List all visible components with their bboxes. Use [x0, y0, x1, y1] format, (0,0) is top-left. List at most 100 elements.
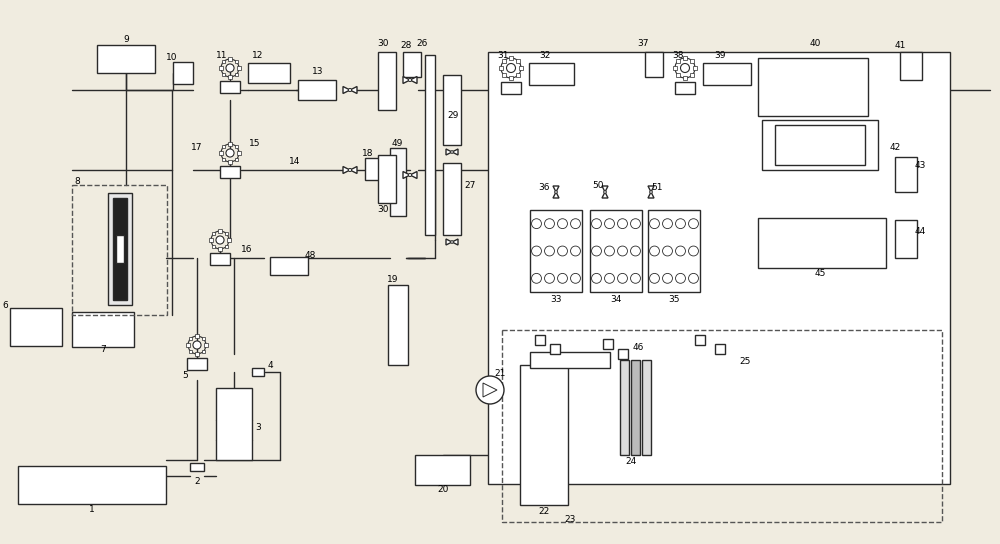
Bar — [220, 81, 240, 93]
Polygon shape — [350, 86, 357, 94]
Text: 49: 49 — [391, 139, 403, 147]
Bar — [535, 335, 545, 345]
Text: 26: 26 — [416, 40, 428, 48]
Polygon shape — [553, 192, 559, 198]
Polygon shape — [343, 86, 350, 94]
Bar — [220, 166, 240, 178]
Bar — [195, 335, 199, 338]
Bar — [113, 198, 127, 300]
Circle shape — [507, 64, 516, 72]
Bar — [631, 360, 640, 455]
Bar — [683, 76, 687, 80]
Text: 30: 30 — [377, 206, 389, 214]
Text: 6: 6 — [2, 300, 8, 310]
Bar — [443, 163, 461, 235]
Bar — [218, 230, 222, 233]
Bar — [703, 63, 751, 85]
Bar — [225, 232, 228, 235]
Text: 48: 48 — [304, 250, 316, 259]
Bar — [219, 66, 223, 70]
Bar — [509, 56, 513, 60]
Bar — [248, 63, 290, 83]
Circle shape — [555, 191, 557, 193]
Bar — [222, 145, 225, 148]
Circle shape — [558, 219, 567, 228]
Bar — [443, 75, 461, 145]
Circle shape — [663, 219, 672, 228]
Circle shape — [545, 219, 554, 228]
Text: 9: 9 — [123, 34, 129, 44]
Bar — [529, 63, 574, 85]
Text: 12: 12 — [252, 51, 264, 59]
Bar — [762, 120, 878, 170]
Circle shape — [532, 246, 541, 256]
Circle shape — [605, 219, 614, 228]
Bar — [235, 60, 238, 63]
Bar — [202, 337, 205, 340]
Bar — [550, 344, 560, 354]
Bar — [502, 330, 942, 522]
Text: 34: 34 — [610, 295, 622, 305]
Polygon shape — [648, 186, 654, 192]
Bar — [530, 210, 582, 292]
Bar — [219, 151, 223, 154]
Bar — [365, 158, 381, 180]
Bar — [683, 56, 687, 60]
Text: 10: 10 — [166, 53, 178, 61]
Circle shape — [558, 246, 567, 256]
Circle shape — [592, 219, 601, 228]
Bar — [516, 73, 520, 77]
Text: 17: 17 — [191, 144, 203, 152]
Circle shape — [545, 246, 554, 256]
Circle shape — [676, 219, 685, 228]
Bar — [618, 349, 628, 359]
Text: 32: 32 — [539, 51, 551, 59]
Text: 35: 35 — [668, 295, 680, 305]
Circle shape — [592, 274, 601, 283]
Polygon shape — [553, 186, 559, 192]
Bar — [235, 73, 238, 76]
Bar — [222, 73, 225, 76]
Text: 30: 30 — [377, 40, 389, 48]
Bar — [227, 238, 231, 242]
Polygon shape — [410, 77, 417, 83]
Bar — [690, 73, 694, 77]
Bar — [189, 337, 192, 340]
Bar — [648, 210, 700, 292]
Circle shape — [689, 274, 698, 283]
Text: 39: 39 — [714, 51, 726, 59]
Text: 19: 19 — [387, 275, 399, 285]
Circle shape — [558, 274, 567, 283]
Circle shape — [650, 219, 659, 228]
Bar — [488, 52, 950, 484]
Polygon shape — [446, 149, 452, 155]
Circle shape — [408, 78, 412, 82]
Text: 25: 25 — [739, 357, 751, 367]
Circle shape — [348, 169, 352, 171]
Bar — [758, 58, 868, 116]
Text: 31: 31 — [497, 51, 509, 59]
Circle shape — [676, 246, 685, 256]
Bar — [228, 76, 232, 78]
Bar — [210, 253, 230, 265]
Text: 5: 5 — [182, 370, 188, 380]
Circle shape — [663, 246, 672, 256]
Text: 21: 21 — [494, 368, 506, 378]
Circle shape — [545, 274, 554, 283]
Bar — [209, 238, 213, 242]
Bar — [225, 245, 228, 248]
Bar — [590, 210, 642, 292]
Circle shape — [631, 219, 640, 228]
Text: 15: 15 — [249, 139, 261, 147]
Bar — [499, 66, 503, 70]
Bar — [187, 358, 207, 370]
Circle shape — [689, 219, 698, 228]
Bar — [10, 308, 62, 346]
Bar — [97, 45, 155, 73]
Bar — [108, 193, 132, 305]
Bar — [519, 66, 523, 70]
Bar — [895, 157, 917, 192]
Circle shape — [216, 236, 224, 244]
Bar — [895, 220, 917, 258]
Text: 3: 3 — [255, 423, 261, 432]
